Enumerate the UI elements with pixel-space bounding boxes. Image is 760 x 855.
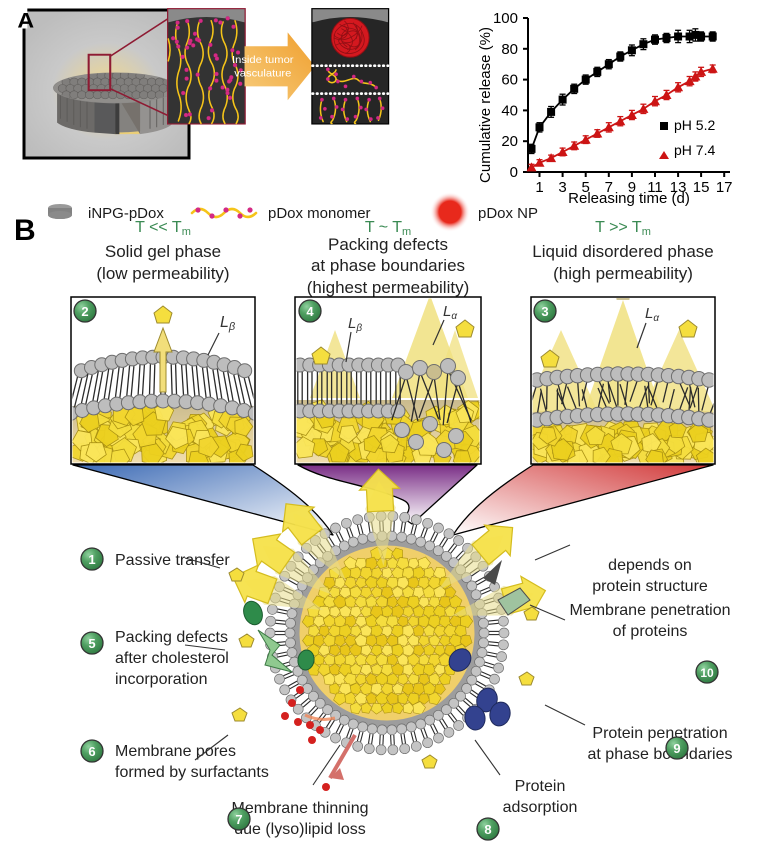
svg-text:6: 6 <box>88 744 95 759</box>
svg-text:due (lyso)lipid loss: due (lyso)lipid loss <box>234 821 366 838</box>
svg-text:pH 5.2: pH 5.2 <box>674 117 715 133</box>
svg-text:(highest permeability): (highest permeability) <box>307 278 470 297</box>
svg-text:A: A <box>17 8 34 32</box>
svg-text:3: 3 <box>541 304 548 319</box>
svg-text:Protein: Protein <box>515 778 566 795</box>
svg-text:60: 60 <box>501 72 518 89</box>
svg-text:Liquid disordered phase: Liquid disordered phase <box>532 242 713 261</box>
svg-text:1: 1 <box>88 552 95 567</box>
svg-text:1: 1 <box>535 179 543 196</box>
svg-text:9: 9 <box>673 741 680 756</box>
svg-text:5: 5 <box>88 636 95 651</box>
svg-text:pDox monomer: pDox monomer <box>268 205 371 222</box>
svg-text:depends on: depends on <box>608 557 692 574</box>
svg-text:Inside tumor: Inside tumor <box>232 55 294 67</box>
svg-text:10: 10 <box>700 666 714 680</box>
svg-text:3: 3 <box>558 179 566 196</box>
svg-text:protein structure: protein structure <box>592 578 708 595</box>
svg-text:Solid gel phase: Solid gel phase <box>105 242 221 261</box>
svg-text:T >> Tm: T >> Tm <box>595 219 651 238</box>
svg-text:13: 13 <box>670 179 687 196</box>
svg-text:2: 2 <box>81 304 88 319</box>
svg-text:adsorption: adsorption <box>503 799 578 816</box>
svg-text:11: 11 <box>647 179 663 196</box>
svg-text:8: 8 <box>484 822 491 837</box>
svg-text:20: 20 <box>501 133 518 150</box>
svg-text:7: 7 <box>235 812 242 827</box>
svg-text:9: 9 <box>628 179 636 196</box>
svg-text:Packing defects: Packing defects <box>115 629 228 646</box>
svg-text:80: 80 <box>501 41 518 58</box>
svg-text:Membrane pores: Membrane pores <box>115 743 236 760</box>
svg-text:Packing defects: Packing defects <box>328 235 448 254</box>
svg-text:17: 17 <box>716 179 733 196</box>
svg-text:vasculature: vasculature <box>234 68 291 80</box>
svg-text:5: 5 <box>582 179 590 196</box>
svg-text:0: 0 <box>510 164 518 181</box>
svg-text:100: 100 <box>493 10 518 27</box>
svg-text:Protein penetration: Protein penetration <box>592 725 727 742</box>
svg-text:15: 15 <box>693 179 710 196</box>
svg-text:40: 40 <box>501 102 518 119</box>
svg-text:4: 4 <box>306 304 314 319</box>
svg-text:Membrane penetration: Membrane penetration <box>570 602 731 619</box>
svg-text:B: B <box>14 214 36 247</box>
svg-text:after cholesterol: after cholesterol <box>115 650 229 667</box>
svg-text:Cumulative release (%): Cumulative release (%) <box>477 27 494 183</box>
svg-text:at phase boundaries: at phase boundaries <box>311 256 465 275</box>
svg-text:T << Tm: T << Tm <box>135 219 191 238</box>
svg-text:(high permeability): (high permeability) <box>553 264 693 283</box>
svg-text:at phase boundaries: at phase boundaries <box>588 746 733 763</box>
svg-text:7: 7 <box>605 179 613 196</box>
svg-text:incorporation: incorporation <box>115 671 208 688</box>
svg-text:pDox NP: pDox NP <box>478 205 538 222</box>
svg-text:pH 7.4: pH 7.4 <box>674 142 715 158</box>
svg-text:Membrane thinning: Membrane thinning <box>232 800 369 817</box>
svg-text:formed by surfactants: formed by surfactants <box>115 764 269 781</box>
svg-text:(low permeability): (low permeability) <box>96 264 229 283</box>
svg-text:of proteins: of proteins <box>613 623 688 640</box>
